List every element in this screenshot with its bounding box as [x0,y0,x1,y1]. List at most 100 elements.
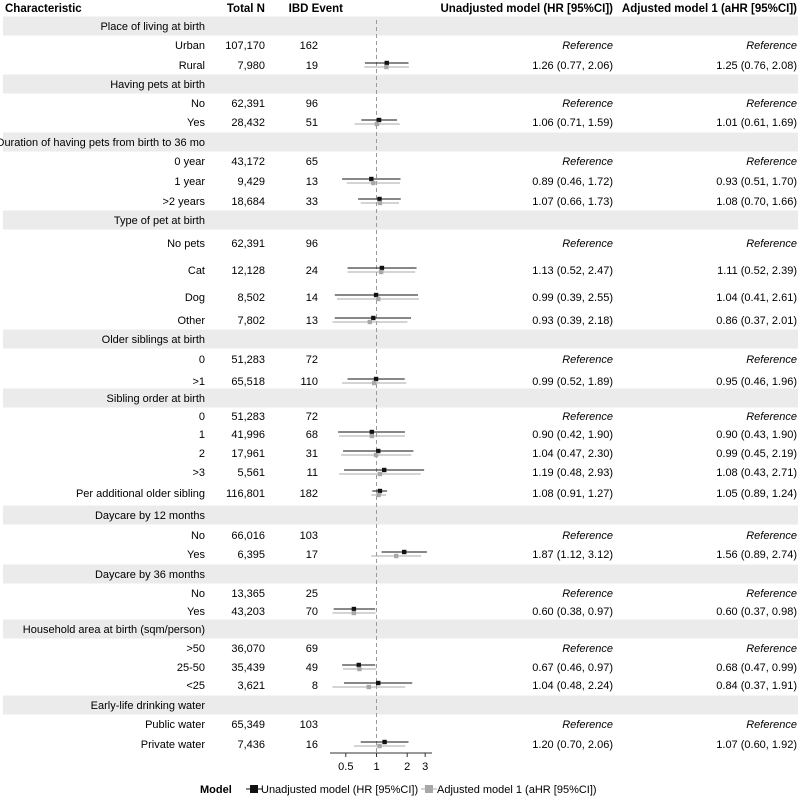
hr-cell: 1.04 (0.48, 2.24) [532,680,613,692]
ahr-cell: 1.08 (0.70, 1.66) [716,196,797,208]
legend-title: Model [200,784,232,796]
hr-cell: 1.04 (0.47, 2.30) [532,448,613,460]
ibd-event-cell: 13 [306,176,318,188]
x-tick-label: 1 [373,761,379,773]
unadjusted-point [351,606,357,612]
ahr-cell: 0.68 (0.47, 0.99) [716,662,797,674]
x-axis: 0.5 1 2 3 [330,752,432,773]
row-label: <25 [186,680,205,692]
header-total-n: Total N [227,3,265,15]
row-label: Public water [145,719,205,731]
ahr-cell: 1.01 (0.61, 1.69) [716,117,797,129]
total-n-cell: 7,802 [237,315,265,327]
x-tick-label: 0.5 [338,761,353,773]
ahr-cell: Reference [746,156,797,168]
interval-marks [332,60,427,749]
ibd-event-cell: 31 [306,448,318,460]
group-band [3,619,798,639]
hr-cell: Reference [562,643,613,655]
total-n-cell: 5,561 [237,467,265,479]
legend-adjusted-swatch [425,785,433,793]
adjusted-point [376,492,381,498]
hr-cell: Reference [562,40,613,52]
ahr-cell: 0.86 (0.37, 2.01) [716,315,797,327]
adjusted-point [372,380,377,386]
row-label: No pets [167,238,205,250]
group-band [3,564,798,584]
hr-cell: 0.67 (0.46, 0.97) [532,662,613,674]
ibd-event-cell: 72 [306,354,318,366]
adjusted-point [351,610,357,616]
ibd-event-cell: 103 [300,719,318,731]
adjusted-point [377,471,383,477]
total-n-cell: 62,391 [231,238,265,250]
ibd-event-cell: 16 [306,739,318,751]
ahr-cell: Reference [746,643,797,655]
unadjusted-point [376,117,382,123]
row-label: >1 [192,376,205,388]
ahr-cell: Reference [746,40,797,52]
hr-cell: 1.07 (0.66, 1.73) [532,196,613,208]
ibd-event-cell: 110 [300,376,318,388]
group-label: Daycare by 36 months [95,569,206,581]
group-label: Early-life drinking water [91,700,206,712]
total-n-cell: 7,436 [237,739,265,751]
legend-unadjusted-swatch [250,785,258,793]
unadjusted-point [379,265,385,271]
unadjusted-point [376,448,381,454]
ahr-cell: Reference [746,238,797,250]
hr-cell: 0.90 (0.42, 1.90) [532,429,613,441]
row-label: Other [177,315,205,327]
group-label: Type of pet at birth [114,215,205,227]
total-n-cell: 13,365 [231,588,265,600]
legend-unadjusted-label: Unadjusted model (HR [95%CI]) [261,784,418,796]
unadjusted-point [371,315,376,321]
ahr-cell: 1.07 (0.60, 1.92) [716,739,797,751]
unadjusted-point [377,196,382,202]
unadjusted-point [377,488,383,494]
ahr-cell: 1.04 (0.41, 2.61) [716,292,797,304]
total-n-cell: 12,128 [231,265,265,277]
total-n-cell: 6,395 [237,549,265,561]
ibd-event-cell: 17 [306,549,318,561]
ibd-event-cell: 72 [306,411,318,423]
adjusted-point [369,433,375,439]
adjusted-point [366,684,371,690]
row-label: 1 [199,429,205,441]
header-unadjusted: Unadjusted model (HR [95%CI]) [440,3,613,15]
total-n-cell: 116,801 [226,488,265,500]
ahr-cell: Reference [746,411,797,423]
header-adjusted: Adjusted model 1 (aHR [95%CI]) [622,3,797,15]
group-label: Household area at birth (sqm/person) [23,624,205,636]
total-n-cell: 66,016 [231,530,265,542]
adjusted-point [377,200,383,206]
ibd-event-cell: 65 [306,156,318,168]
unadjusted-point [382,739,387,745]
adjusted-point [374,121,380,127]
total-n-cell: 17,961 [231,448,265,460]
hr-cell: 1.87 (1.12, 3.12) [532,549,613,561]
total-n-cell: 107,170 [225,40,265,52]
group-band [3,695,798,715]
group-band [3,505,798,525]
unadjusted-point [369,429,375,435]
ibd-event-cell: 162 [300,40,318,52]
total-n-cell: 43,203 [231,606,265,618]
group-label: Duration of having pets from birth to 36… [0,137,205,149]
ahr-cell: 0.60 (0.37, 0.98) [716,606,797,618]
row-label: Yes [187,117,205,129]
ahr-cell: Reference [746,354,797,366]
hr-cell: Reference [562,354,613,366]
hr-cell: Reference [562,530,613,542]
row-label: >50 [186,643,205,655]
hr-cell: Reference [562,588,613,600]
row-label: >2 years [163,196,206,208]
group-label: Place of living at birth [100,21,205,33]
ibd-event-cell: 11 [307,467,318,479]
adjusted-point [378,269,384,275]
total-n-cell: 28,432 [231,117,265,129]
adjusted-point [371,180,376,186]
hr-cell: Reference [562,238,613,250]
hr-cell: 0.89 (0.46, 1.72) [532,176,613,188]
